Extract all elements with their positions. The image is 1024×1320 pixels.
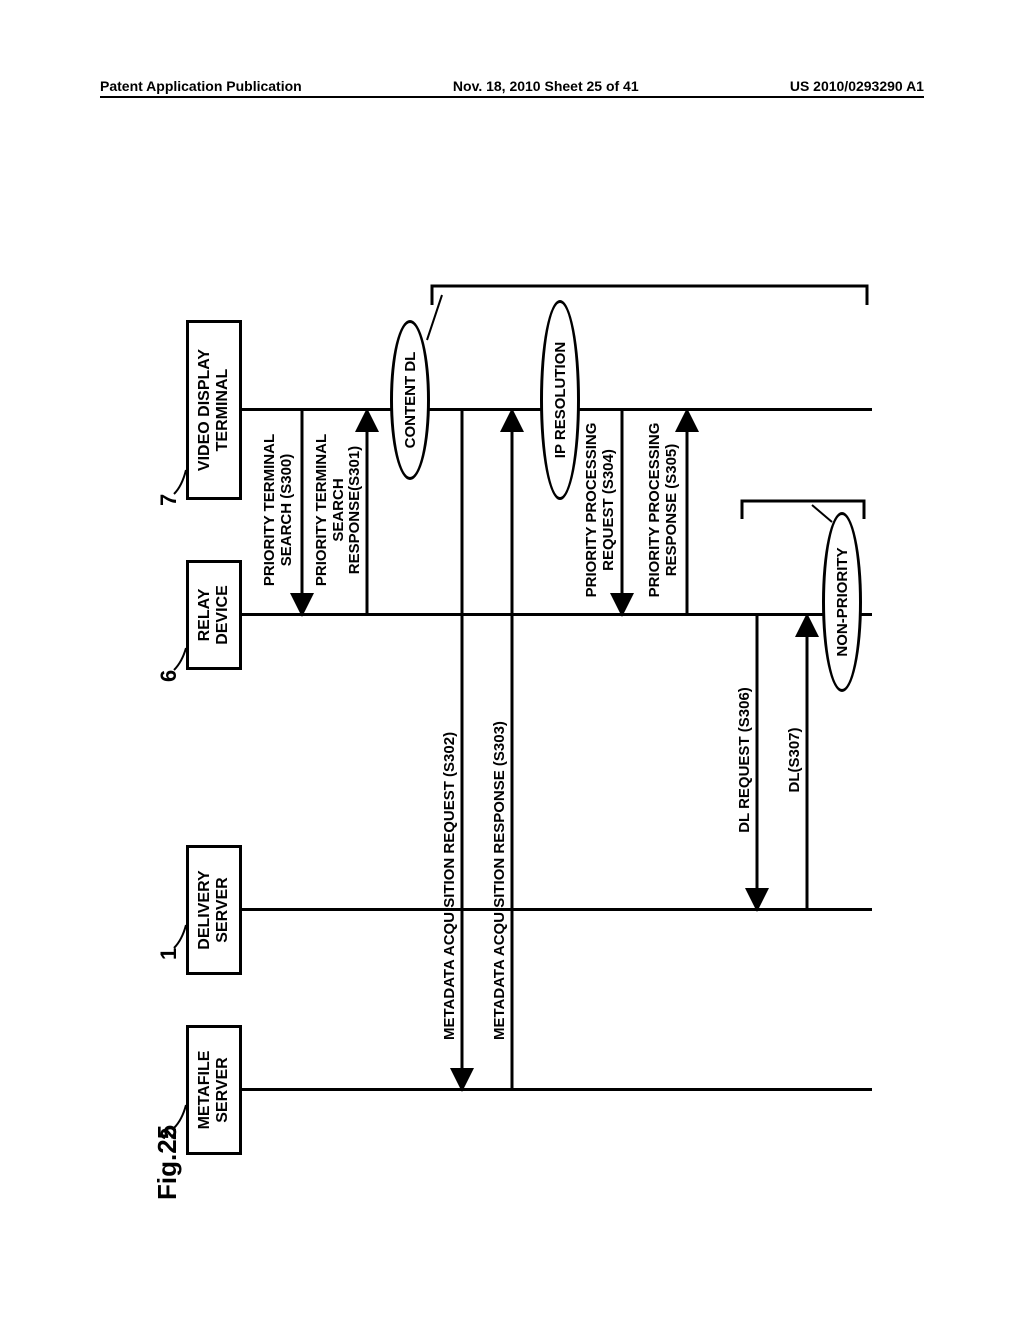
msg-s306: DL REQUEST (S306) (737, 650, 754, 870)
bubble-ip-resolution: IP RESOLUTION (540, 300, 580, 500)
page: Patent Application Publication Nov. 18, … (0, 0, 1024, 1320)
sequence-diagram: Fig.25 METAFILESERVER 2 DELIVERYSERVER 1… (142, 200, 882, 1200)
header-left: Patent Application Publication (100, 78, 302, 94)
msg-s304: PRIORITY PROCESSINGREQUEST (S304) (584, 410, 617, 610)
message-arrows (142, 200, 882, 1200)
bubble-label: IP RESOLUTION (552, 342, 569, 458)
msg-s305: PRIORITY PROCESSINGRESPONSE (S305) (647, 410, 680, 610)
bubble-label: NON-PRIORITY (834, 547, 851, 656)
msg-s300: PRIORITY TERMINALSEARCH (S300) (262, 410, 295, 610)
header-center: Nov. 18, 2010 Sheet 25 of 41 (453, 78, 639, 94)
page-header: Patent Application Publication Nov. 18, … (100, 78, 924, 98)
msg-s303: METADATA ACQUISITION RESPONSE (S303) (492, 560, 509, 1040)
bubble-non-priority: NON-PRIORITY (822, 512, 862, 692)
msg-s301: PRIORITY TERMINALSEARCHRESPONSE(S301) (314, 410, 364, 610)
bubble-label: CONTENT DL (402, 352, 419, 449)
bubble-content-dl: CONTENT DL (390, 320, 430, 480)
msg-s302: METADATA ACQUISITION REQUEST (S302) (442, 560, 459, 1040)
msg-s307: DL(S307) (787, 700, 804, 820)
header-right: US 2010/0293290 A1 (790, 78, 924, 94)
